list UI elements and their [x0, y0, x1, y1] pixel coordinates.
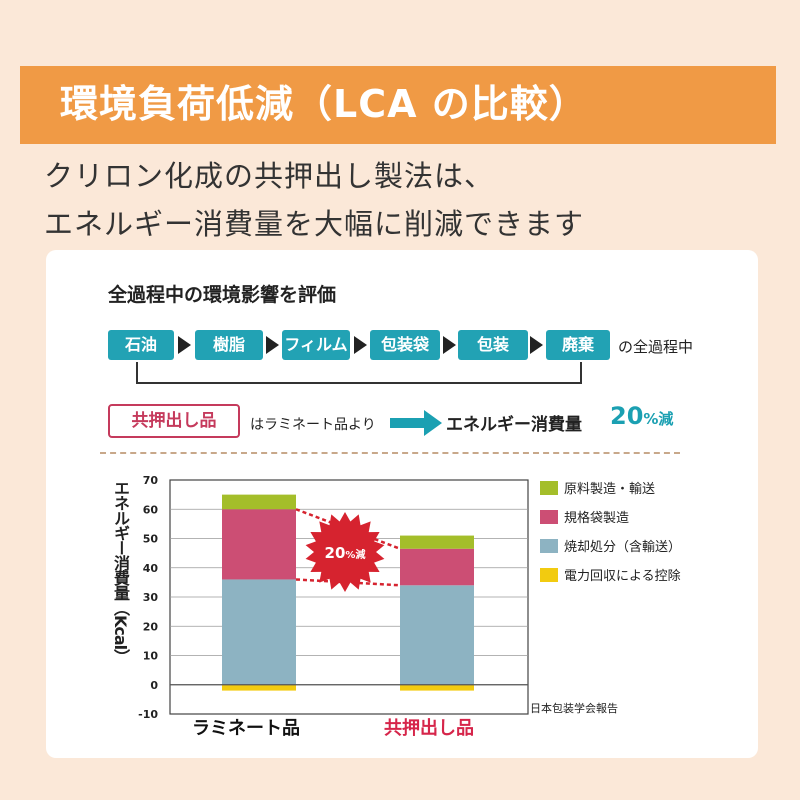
category-label-laminate: ラミネート品: [192, 718, 300, 739]
legend-swatch: [540, 510, 558, 524]
legend-label: 原料製造・輸送: [564, 482, 656, 497]
y-axis-label-main: エネルギー消費量: [111, 480, 130, 600]
step-arrow-icon: [530, 336, 543, 354]
process-step-bag: 包装袋: [370, 330, 440, 360]
process-step-disposal: 廃棄: [546, 330, 610, 360]
steps-suffix: の全過程中: [618, 338, 694, 356]
process-bracket: [136, 362, 582, 384]
energy-reduction-suffix: %減: [643, 410, 674, 428]
comparison-text: はラミネート品より: [250, 417, 376, 433]
page-title: 環境負荷低減（LCA の比較）: [60, 82, 588, 126]
right-arrow-icon: [390, 410, 442, 436]
legend-label: 規格袋製造: [564, 511, 630, 526]
card-title: 全過程中の環境影響を評価: [108, 284, 337, 306]
process-step-packaging: 包装: [458, 330, 528, 360]
legend-swatch: [540, 568, 558, 582]
process-step-oil: 石油: [108, 330, 174, 360]
header-banner: 環境負荷低減（LCA の比較）: [20, 66, 776, 144]
legend-swatch: [540, 539, 558, 553]
step-arrow-icon: [178, 336, 191, 354]
step-arrow-icon: [354, 336, 367, 354]
legend-swatch: [540, 481, 558, 495]
intro-line-1: クリロン化成の共押出し製法は、: [44, 159, 495, 193]
step-arrow-icon: [443, 336, 456, 354]
chart-y-axis-label: エネルギー消費量（Kcal）: [108, 480, 132, 664]
coextrusion-badge: 共押出し品: [108, 404, 240, 438]
intro-line-2: エネルギー消費量を大幅に削減できます: [44, 207, 585, 241]
process-step-film: フィルム: [282, 330, 350, 360]
lca-card: [46, 250, 758, 758]
energy-reduction-number: 20: [610, 402, 644, 430]
intro-text: クリロン化成の共押出し製法は、 エネルギー消費量を大幅に削減できます: [44, 152, 584, 248]
energy-reduction: 20%減: [610, 402, 673, 430]
legend-label: 電力回収による控除: [564, 569, 681, 584]
source-note: 日本包装学会報告: [530, 702, 618, 715]
category-label-coextruded: 共押出し品: [384, 718, 474, 739]
dashed-separator: [100, 452, 680, 454]
process-step-resin: 樹脂: [195, 330, 263, 360]
energy-label: エネルギー消費量: [446, 415, 582, 435]
y-axis-label-unit: （Kcal）: [111, 600, 130, 665]
step-arrow-icon: [266, 336, 279, 354]
legend-label: 焼却処分（含輸送）: [564, 540, 682, 555]
